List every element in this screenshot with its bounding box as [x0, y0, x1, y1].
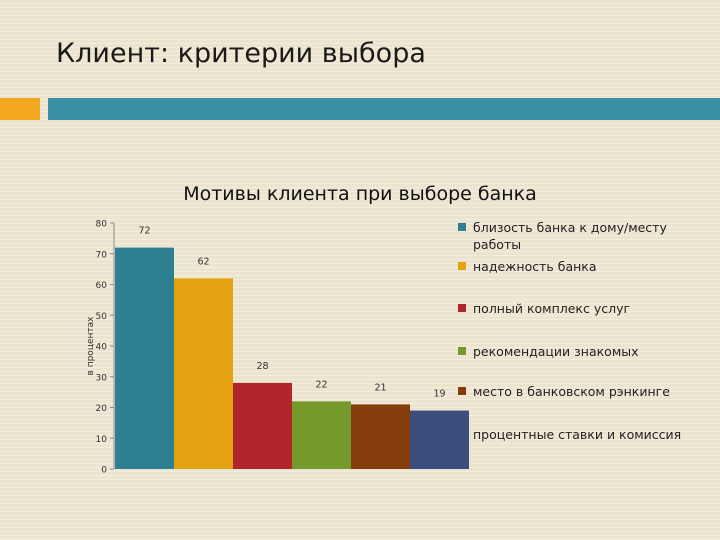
- legend-label: место в банковском рэнкинге: [473, 384, 670, 399]
- slide-title: Клиент: критерии выбора: [56, 38, 426, 69]
- y-tick-label: 80: [96, 220, 108, 230]
- bar: [351, 404, 410, 469]
- y-tick-label: 20: [96, 404, 108, 414]
- legend-swatch: [458, 347, 466, 355]
- y-axis-label: в процентах: [86, 316, 96, 376]
- accent-block: [0, 98, 40, 120]
- data-label: 19: [433, 389, 445, 400]
- legend-label: близость банка к дому/месту работы: [473, 220, 667, 252]
- data-label: 22: [315, 379, 327, 390]
- bar: [174, 278, 233, 469]
- y-tick-label: 30: [96, 373, 108, 383]
- legend-label: рекомендации знакомых: [473, 344, 639, 359]
- legend-label: процентные ставки и комиссия: [473, 427, 682, 442]
- legend-swatch: [458, 262, 466, 270]
- bar: [233, 382, 292, 469]
- legend-swatch: [458, 430, 466, 438]
- y-tick-label: 40: [96, 343, 108, 353]
- y-tick-label: 10: [96, 435, 108, 445]
- bar: [410, 410, 469, 469]
- data-label: 62: [197, 256, 209, 267]
- chart-title: Мотивы клиента при выборе банка: [183, 183, 537, 205]
- y-tick-label: 60: [96, 281, 108, 291]
- legend-swatch: [458, 304, 466, 312]
- bar: [115, 247, 174, 469]
- y-tick-label: 50: [96, 312, 108, 322]
- legend-label: полный комплекс услуг: [473, 301, 631, 316]
- y-tick-label: 70: [96, 250, 108, 260]
- legend-swatch: [458, 387, 466, 395]
- data-label: 72: [138, 226, 150, 237]
- data-label: 28: [256, 361, 268, 372]
- data-label: 21: [374, 382, 386, 393]
- legend-label: надежность банка: [473, 259, 597, 274]
- header-accent-bar: [48, 98, 720, 120]
- y-tick-label: 0: [101, 466, 107, 476]
- bar: [292, 401, 351, 469]
- legend-swatch: [458, 223, 466, 231]
